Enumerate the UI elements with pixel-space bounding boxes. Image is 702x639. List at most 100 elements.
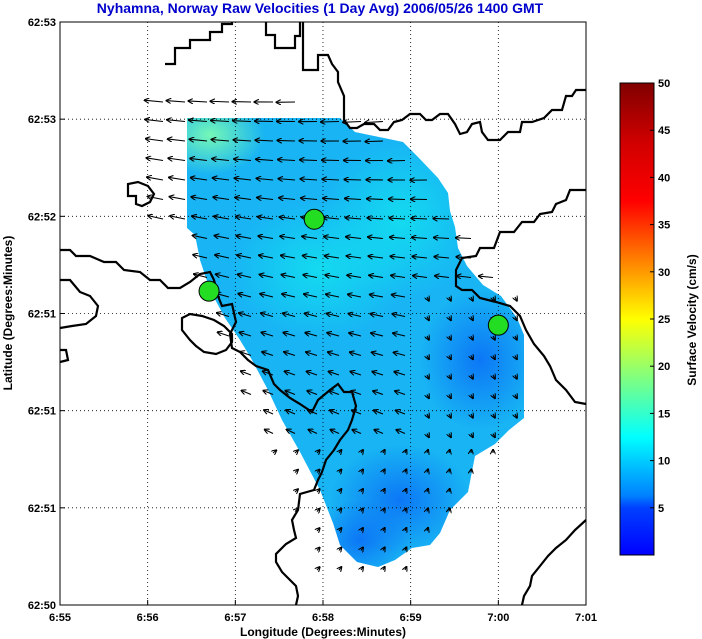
velocity-vector	[233, 140, 252, 141]
colorbar-tick-label: 5	[658, 503, 664, 515]
velocity-vector	[145, 139, 164, 141]
map-title: Nyhamna, Norway Raw Velocities (1 Day Av…	[96, 0, 544, 16]
colorbar-tick-label: 10	[658, 456, 670, 468]
velocity-vector	[215, 255, 230, 258]
colorbar-tick-label: 20	[658, 361, 670, 373]
velocity-vector	[237, 255, 252, 258]
colorbar-tick-label: 15	[658, 408, 670, 420]
velocity-vector	[279, 198, 296, 200]
velocity-vector	[388, 199, 406, 200]
velocity-vector	[238, 294, 252, 298]
colorbar-label: Surface Velocity (cm/s)	[685, 254, 699, 385]
velocity-vector	[371, 333, 384, 336]
coastline-segment	[60, 248, 358, 606]
velocity-vector	[449, 375, 451, 379]
velocity-vector	[264, 429, 274, 434]
velocity-vector	[373, 410, 384, 414]
velocity-vector	[329, 410, 340, 414]
velocity-vector	[256, 159, 274, 160]
velocity-vector	[493, 395, 495, 399]
velocity-vector	[262, 371, 274, 376]
velocity-vector	[361, 489, 363, 492]
velocity-vector	[393, 352, 406, 355]
radar-station-marker	[198, 280, 220, 302]
y-tick-label: 62:53	[28, 114, 56, 126]
velocity-vector	[346, 237, 362, 239]
velocity-vector	[347, 275, 362, 277]
velocity-vector	[393, 333, 406, 336]
velocity-vector	[427, 527, 428, 531]
velocity-vector	[317, 469, 320, 472]
velocity-vector	[217, 313, 230, 318]
velocity-vector	[169, 197, 186, 200]
velocity-vector	[192, 235, 208, 238]
velocity-vector	[412, 256, 428, 258]
velocity-vector	[327, 333, 340, 336]
velocity-vector	[427, 488, 428, 492]
velocity-vector	[383, 450, 385, 453]
velocity-vector	[306, 352, 318, 357]
velocity-vector	[427, 434, 429, 438]
velocity-vector	[339, 547, 342, 550]
velocity-vector	[305, 333, 318, 336]
velocity-vector	[302, 256, 318, 258]
x-tick-label: 6:55	[49, 612, 71, 624]
velocity-vector	[427, 356, 429, 360]
velocity-vector	[323, 198, 340, 199]
velocity-vector	[323, 217, 340, 219]
coastline-segment	[180, 312, 234, 356]
velocity-vector	[278, 179, 296, 180]
velocity-vector	[343, 122, 362, 123]
velocity-vector	[367, 218, 384, 219]
velocity-vector	[211, 140, 230, 141]
x-tick-label: 6:59	[400, 612, 422, 624]
velocity-vector	[383, 489, 385, 492]
x-tick-label: 6:57	[224, 612, 246, 624]
colorbar-tick-label: 50	[658, 78, 670, 90]
velocity-vector	[170, 216, 186, 219]
velocity-vector	[325, 275, 340, 278]
velocity-vector	[348, 314, 362, 317]
velocity-vector	[352, 430, 362, 434]
velocity-vector	[383, 508, 385, 511]
velocity-vector	[449, 336, 451, 340]
velocity-vector	[278, 160, 296, 161]
velocity-vector	[299, 160, 318, 161]
velocity-vector	[217, 332, 230, 337]
radar-station-marker	[303, 208, 325, 230]
velocity-vector	[326, 313, 340, 316]
velocity-vector	[339, 508, 342, 511]
velocity-vector	[339, 567, 342, 570]
velocity-vector	[259, 255, 274, 258]
velocity-vector	[372, 371, 384, 375]
velocity-vector	[368, 237, 384, 239]
velocity-vector	[396, 430, 406, 434]
velocity-vector	[303, 275, 318, 278]
velocity-vector	[317, 489, 320, 492]
velocity-vector	[515, 375, 517, 379]
velocity-vector	[370, 314, 384, 317]
velocity-vector	[361, 567, 363, 570]
velocity-vector	[368, 256, 384, 258]
velocity-vector	[344, 179, 362, 180]
velocity-vector	[449, 488, 450, 492]
velocity-vector	[346, 256, 362, 258]
velocity-vector	[168, 158, 186, 160]
velocity-vector	[328, 371, 340, 375]
velocity-vector	[329, 391, 340, 396]
radar-stations	[198, 208, 509, 336]
velocity-vector	[167, 120, 186, 122]
velocity-vector	[188, 101, 208, 102]
velocity-vector	[295, 508, 298, 511]
velocity-vector	[339, 528, 342, 531]
velocity-vector	[493, 356, 495, 360]
velocity-vector	[433, 218, 450, 219]
velocity-vector	[258, 236, 274, 239]
colorbar-scale	[619, 82, 655, 556]
velocity-vector	[317, 528, 320, 531]
colorbar-tick-label: 25	[658, 314, 670, 326]
velocity-vector	[317, 547, 320, 550]
velocity-vector	[330, 430, 340, 434]
velocity-vector	[282, 313, 296, 316]
